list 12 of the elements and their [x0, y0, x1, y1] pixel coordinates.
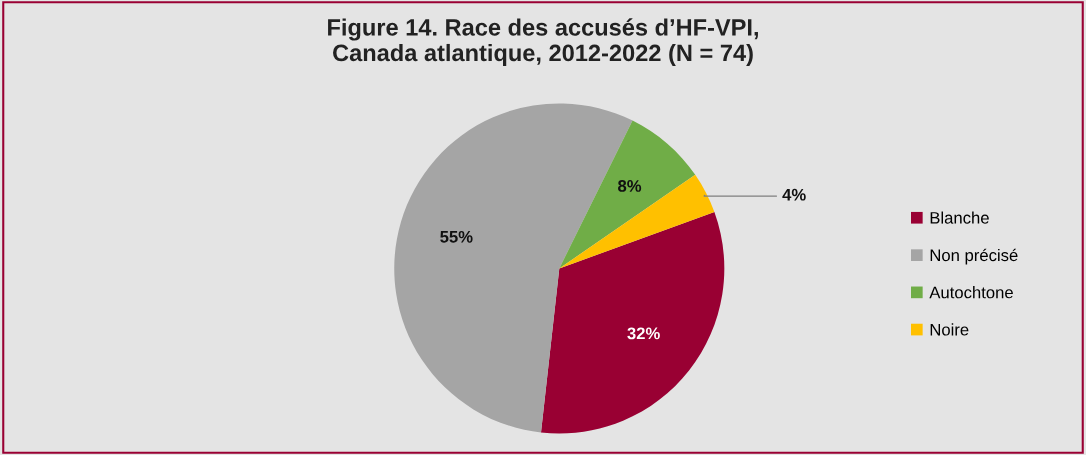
pie-slice: [559, 120, 696, 269]
data-label: 4%: [782, 188, 806, 201]
legend-label: Non précisé: [930, 248, 1018, 265]
pie-slice: [559, 174, 715, 269]
data-label: 32%: [627, 327, 660, 340]
data-label: 8%: [618, 180, 642, 192]
legend-label: Noire: [930, 323, 969, 336]
data-label: 55%: [440, 230, 473, 243]
chart-title: Figure 14. Race des accusés d’HF-VPI, Canada atlantique, 2012-2022 (N = 74): [328, 18, 758, 66]
legend-label: Autochtone: [929, 286, 1013, 299]
pie-slice: [541, 212, 725, 434]
legend-label: Blanche: [930, 211, 989, 224]
